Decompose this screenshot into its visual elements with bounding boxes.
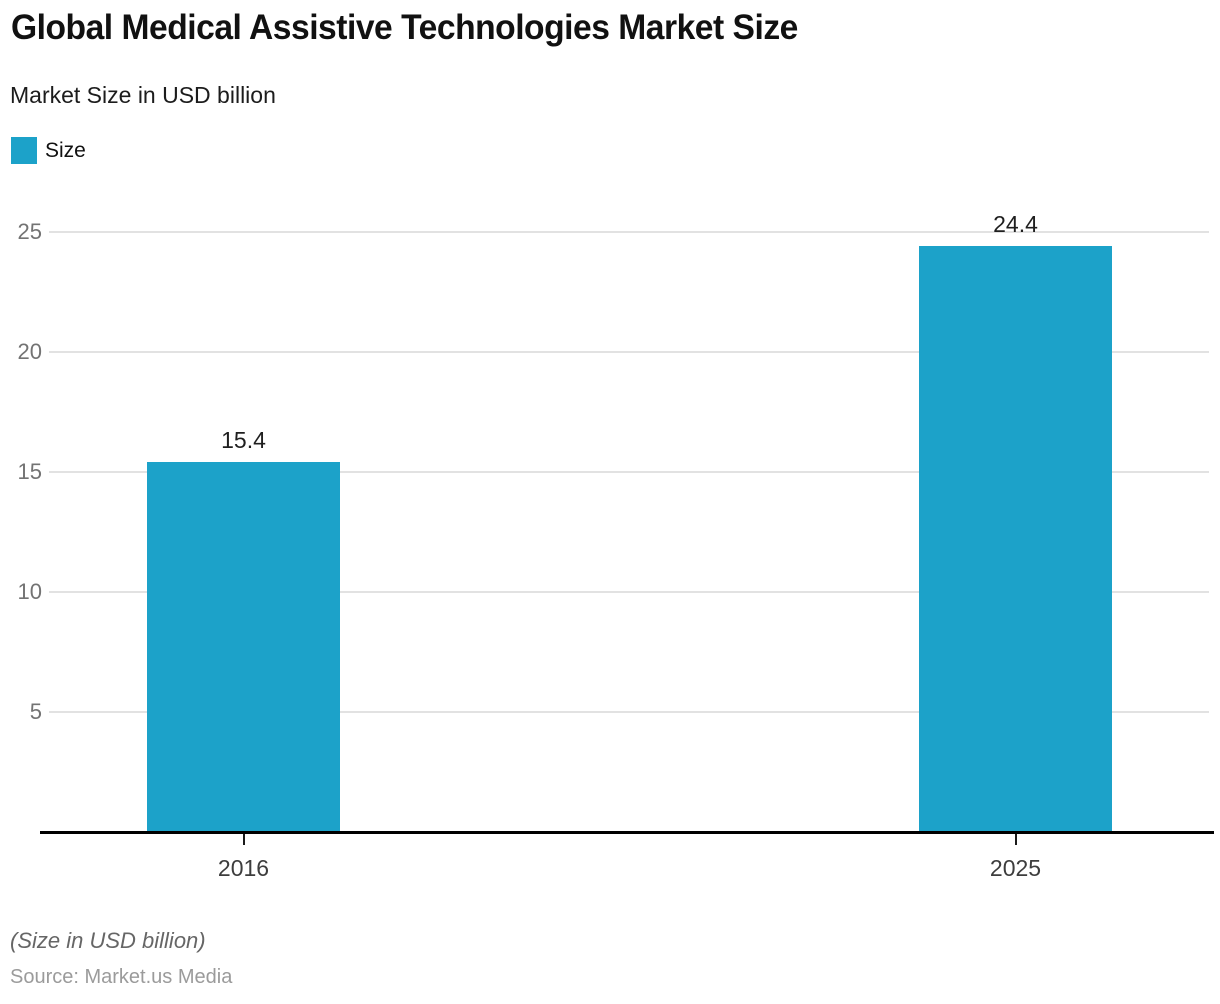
y-gridline (49, 471, 1209, 473)
x-axis-tick (1014, 834, 1017, 845)
y-axis-tick-label: 5 (29, 699, 42, 724)
x-axis-category-label: 2016 (217, 855, 270, 881)
footnote: (Size in USD billion) (10, 928, 206, 953)
y-axis-tick-label: 20 (17, 339, 42, 364)
y-gridline (49, 231, 1209, 233)
x-axis-line (40, 831, 1214, 834)
y-axis-tick-label: 15 (17, 459, 42, 484)
legend-swatch-icon (11, 137, 37, 164)
bar-value-label: 15.4 (221, 427, 266, 454)
y-axis-tick-label: 10 (17, 579, 42, 604)
y-gridline (49, 351, 1209, 353)
y-gridline (49, 711, 1209, 713)
y-axis-tick-label: 25 (17, 219, 42, 244)
chart-subtitle: Market Size in USD billion (10, 82, 276, 108)
source-credit: Source: Market.us Media (10, 966, 233, 988)
x-axis-tick (242, 834, 245, 845)
bar-2016[interactable] (147, 462, 340, 832)
bar-value-label: 24.4 (993, 211, 1038, 238)
bar-2025[interactable] (919, 246, 1112, 832)
legend: Size (11, 137, 86, 164)
chart-title: Global Medical Assistive Technologies Ma… (11, 8, 798, 47)
x-axis-category-label: 2025 (989, 855, 1042, 881)
y-gridline (49, 591, 1209, 593)
legend-item-label: Size (45, 138, 86, 162)
